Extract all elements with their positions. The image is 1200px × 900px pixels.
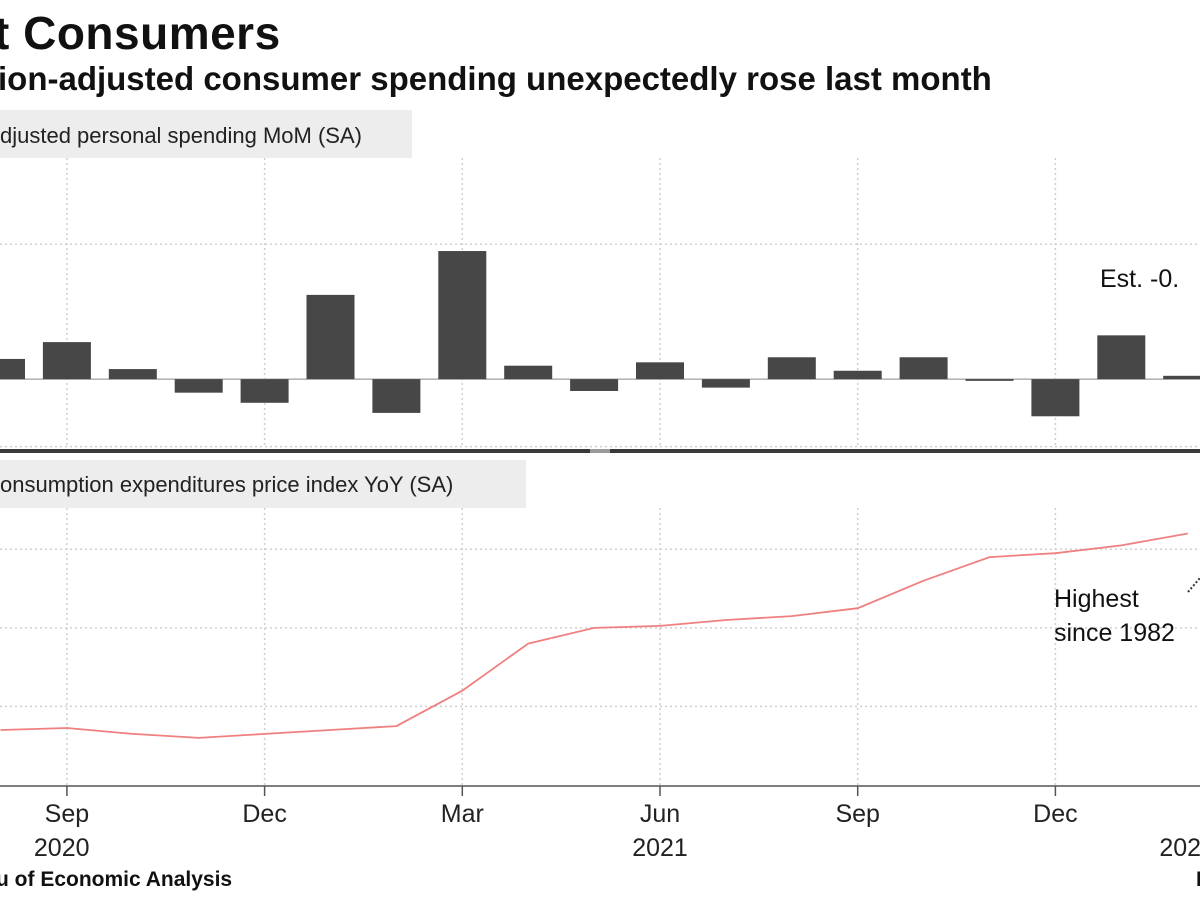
source-note: u of Economic Analysis — [0, 868, 233, 891]
bar-nov-2021 — [965, 379, 1014, 381]
bar-feb-2021 — [372, 379, 421, 413]
bar-oct-2021 — [899, 357, 948, 380]
bar-dec-2021 — [1031, 379, 1080, 417]
pce-point-jan-2022 — [1120, 544, 1123, 547]
line-panel-label-bg — [0, 460, 526, 508]
x-year-label: 2022 — [1159, 834, 1200, 862]
bar-jul-2021 — [701, 379, 750, 388]
bar-sep-2020 — [42, 342, 91, 380]
pce-point-dec-2021 — [1054, 552, 1057, 555]
x-tick-label: Dec — [242, 800, 286, 828]
line-layer — [0, 532, 1188, 739]
pce-point-aug-2021 — [791, 615, 793, 617]
pce-point-feb-2022 — [1186, 532, 1188, 535]
bar-aug-2021 — [767, 357, 816, 380]
bar-apr-2021 — [504, 365, 553, 380]
pce-point-feb-2021 — [395, 725, 398, 727]
bar-nov-2020 — [174, 379, 223, 393]
bar-feb-2022 — [1163, 375, 1200, 380]
x-tick-label: Sep — [45, 800, 89, 828]
bar-dec-2020 — [240, 379, 289, 403]
bar-panel-label-bg — [0, 110, 412, 158]
line-panel-label: onsumption expenditures price index YoY … — [0, 472, 453, 497]
pce-point-may-2021 — [593, 627, 595, 629]
bar-sep-2021 — [833, 370, 882, 380]
bar-aug-2020 — [0, 358, 25, 380]
highest-annotation-line1: Highest — [1054, 585, 1139, 613]
bar-oct-2020 — [108, 369, 157, 380]
pce-point-dec-2020 — [263, 733, 266, 735]
pce-point-apr-2021 — [527, 642, 529, 645]
pce-series-line — [0, 532, 1188, 739]
pce-point-sep-2021 — [856, 607, 859, 610]
pce-point-oct-2021 — [922, 579, 925, 582]
divider-handle — [590, 449, 610, 453]
annotation-leader-line — [1187, 577, 1200, 593]
bars-layer — [0, 251, 1200, 417]
bar-mar-2021 — [438, 251, 487, 380]
estimate-annotation: Est. -0. — [1100, 265, 1179, 293]
bar-jan-2021 — [306, 294, 355, 380]
bar-may-2021 — [570, 379, 619, 391]
highest-annotation-line2: since 1982 — [1054, 619, 1175, 647]
x-year-label: 2021 — [632, 834, 688, 862]
pce-point-oct-2020 — [132, 733, 134, 735]
bar-jan-2022 — [1097, 335, 1146, 380]
pce-point-jan-2021 — [329, 729, 332, 731]
pce-point-nov-2021 — [988, 556, 991, 558]
x-year-label: 2020 — [34, 834, 90, 862]
pce-point-nov-2020 — [197, 737, 200, 739]
x-tick-label: Dec — [1033, 800, 1077, 828]
pce-point-sep-2020 — [66, 727, 68, 729]
bar-panel-label: djusted personal spending MoM (SA) — [0, 123, 362, 148]
x-tick-label: Jun — [640, 800, 680, 828]
chart-subtitle: ion-adjusted consumer spending unexpecte… — [0, 60, 992, 97]
source-edge-glyph: I — [1196, 868, 1200, 891]
x-tick-label: Sep — [835, 800, 879, 828]
bar-jun-2021 — [636, 362, 684, 380]
pce-point-aug-2020 — [0, 729, 2, 731]
pce-point-mar-2021 — [461, 689, 464, 692]
pce-point-jul-2021 — [725, 619, 727, 621]
pce-point-jun-2021 — [659, 625, 661, 627]
x-axis: Sep Dec Mar Jun Sep Dec 2020 2021 2022 — [34, 786, 1200, 862]
chart-title: t Consumers — [0, 7, 281, 59]
x-tick-label: Mar — [441, 800, 484, 828]
